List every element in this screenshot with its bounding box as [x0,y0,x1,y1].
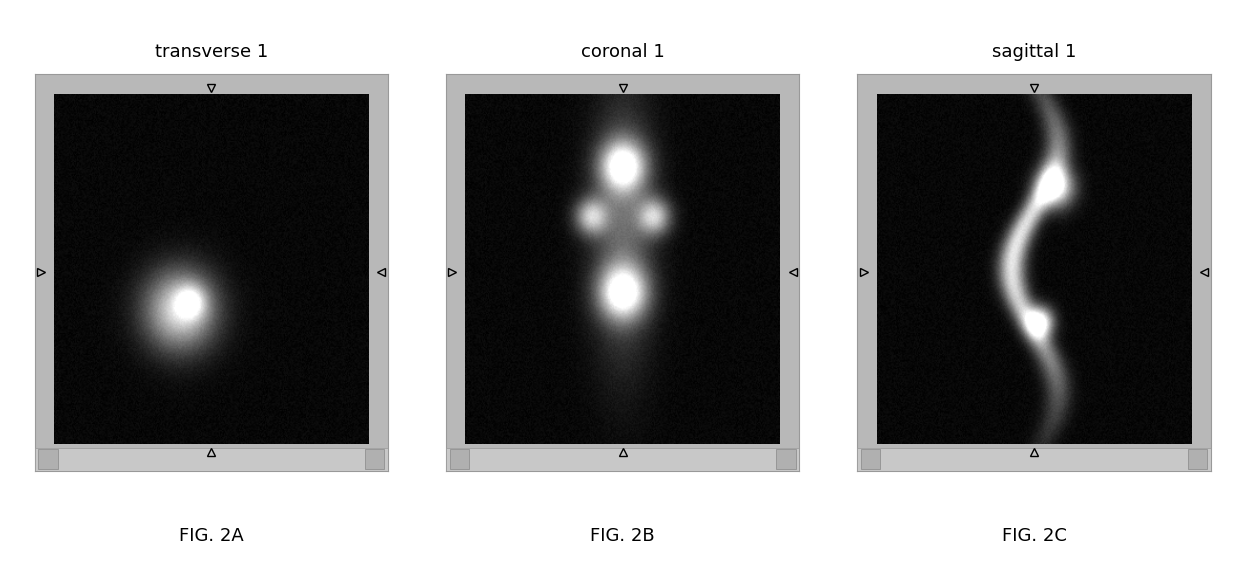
Text: coronal 1: coronal 1 [581,43,664,61]
Bar [450,449,470,469]
Bar [857,447,1211,471]
Bar [35,447,388,471]
Bar [861,449,881,469]
Text: FIG. 2B: FIG. 2B [590,527,655,545]
Bar [776,449,795,469]
Bar [364,449,384,469]
Bar [1187,449,1207,469]
Text: FIG. 2A: FIG. 2A [178,527,244,545]
Bar [446,447,799,471]
Text: sagittal 1: sagittal 1 [991,43,1077,61]
Text: FIG. 2C: FIG. 2C [1001,527,1067,545]
Text: transverse 1: transverse 1 [155,43,268,61]
Bar [38,449,58,469]
